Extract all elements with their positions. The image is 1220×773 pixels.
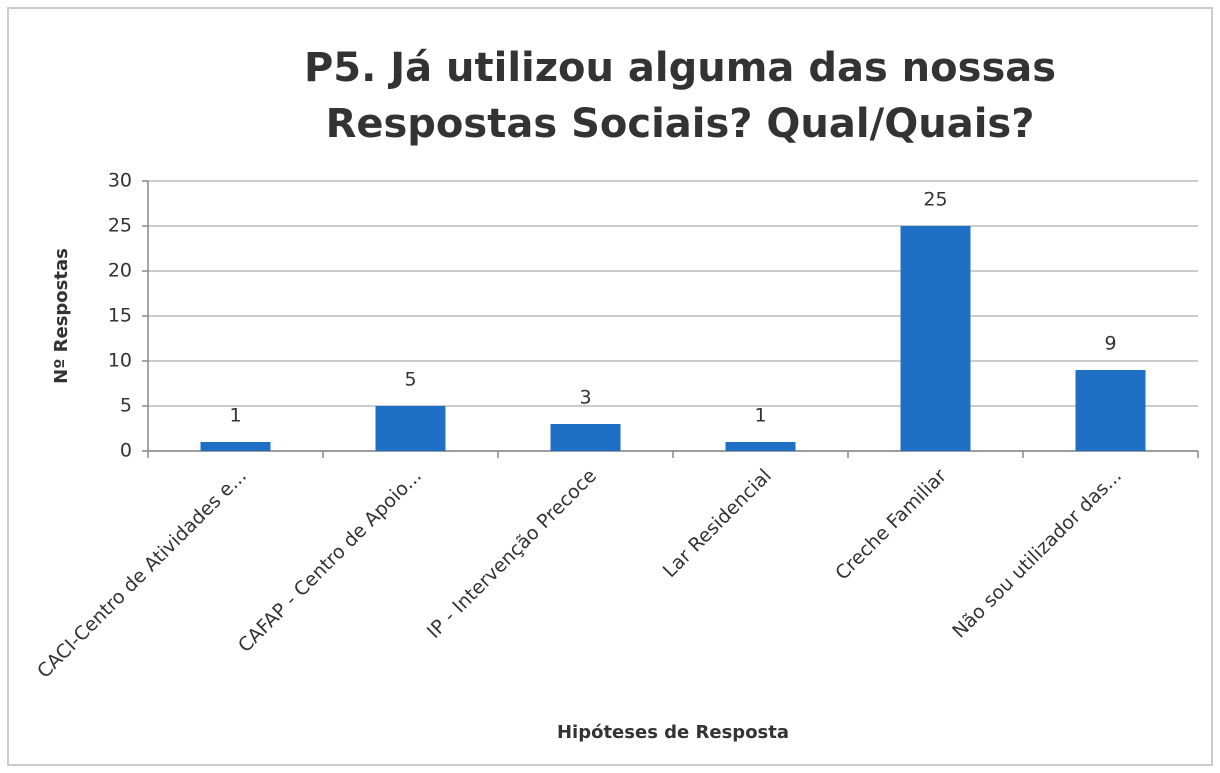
- y-tick-label: 10: [108, 350, 132, 372]
- bar: [550, 424, 621, 451]
- y-tick-label: 20: [108, 260, 132, 282]
- bar: [725, 442, 796, 451]
- x-tick-label: Não sou utilizador das...: [948, 465, 1126, 643]
- x-axis-title: Hipóteses de Resposta: [557, 722, 789, 743]
- bar: [900, 226, 971, 451]
- x-tick-label: Lar Residencial: [659, 465, 776, 582]
- data-label: 25: [923, 189, 947, 211]
- y-tick-label: 5: [120, 395, 132, 417]
- chart-frame: [7, 7, 1213, 766]
- bar: [1075, 370, 1146, 451]
- bar: [375, 406, 446, 451]
- data-label: 5: [404, 369, 416, 391]
- data-label: 3: [579, 387, 591, 409]
- x-tick-label: Creche Familiar: [831, 465, 951, 585]
- y-tick-label: 0: [120, 440, 132, 462]
- y-axis-title: Nº Respostas: [51, 248, 72, 384]
- x-tick-label: CAFAP - Centro de Apoio...: [234, 465, 426, 657]
- x-tick-label: CACI-Centro de Atividades e...: [33, 465, 251, 683]
- y-tick-label: 25: [108, 215, 132, 237]
- x-tick-label: IP - Intervenção Precoce: [423, 465, 601, 643]
- data-label: 9: [1104, 333, 1116, 355]
- y-tick-label: 30: [108, 170, 132, 192]
- y-tick-label: 15: [108, 305, 132, 327]
- bar: [200, 442, 271, 451]
- chart-title: P5. Já utilizou alguma das nossas Respos…: [303, 45, 1057, 147]
- data-label: 1: [229, 405, 241, 427]
- data-label: 1: [754, 405, 766, 427]
